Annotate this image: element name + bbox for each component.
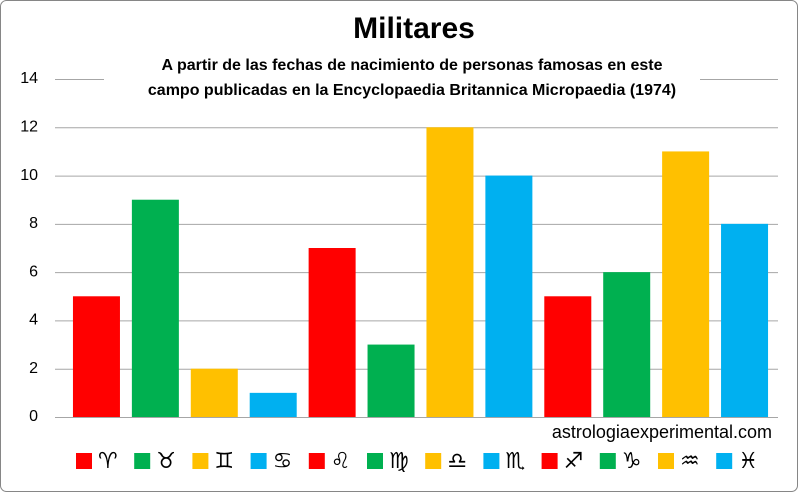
legend-label: ♊ <box>214 449 234 474</box>
legend-label: ♓ <box>738 449 758 474</box>
y-tick-label: 6 <box>29 263 38 280</box>
y-tick-label: 4 <box>29 312 38 329</box>
bar <box>662 151 710 417</box>
legend-swatch <box>541 453 558 469</box>
bar <box>721 223 769 417</box>
y-tick-label: 0 <box>29 408 38 425</box>
y-tick-label: 12 <box>20 119 38 136</box>
bar <box>485 175 533 417</box>
y-tick-label: 8 <box>29 215 38 232</box>
legend-swatch <box>716 453 733 469</box>
annotation: astrologiaexperimental.com <box>552 422 772 442</box>
legend-swatch <box>192 453 209 469</box>
bar <box>249 392 297 417</box>
legend-swatch <box>76 453 92 469</box>
legend-label: ♎ <box>447 449 467 474</box>
legend-swatch <box>425 453 442 469</box>
legend-label: ♑ <box>622 449 642 474</box>
bar <box>544 296 592 417</box>
chart-subtitle: campo publicadas en la Encyclopaedia Bri… <box>148 82 676 99</box>
legend-label: ♐ <box>564 449 584 474</box>
y-tick-label: 10 <box>20 167 38 184</box>
y-tick-label: 2 <box>29 360 38 377</box>
legend-swatch <box>250 453 267 469</box>
legend-swatch <box>308 453 325 469</box>
legend-label: ♍ <box>389 449 409 474</box>
bar <box>131 199 179 417</box>
legend-swatch <box>658 453 674 469</box>
bar <box>308 248 356 417</box>
legend-label: ♏ <box>505 449 525 474</box>
bar <box>367 344 415 417</box>
subtitle-background <box>104 53 700 105</box>
bar <box>190 368 238 417</box>
bar <box>72 296 120 417</box>
legend-swatch <box>599 453 616 469</box>
bar <box>426 127 474 418</box>
legend-label: ♌ <box>331 449 351 474</box>
bar <box>603 272 651 417</box>
y-tick-label: 14 <box>20 70 38 87</box>
legend-swatch <box>134 453 151 469</box>
legend-label: ♋ <box>273 449 293 474</box>
legend-swatch <box>483 453 500 469</box>
chart-subtitle: A partir de las fechas de nacimiento de … <box>162 57 663 74</box>
legend-swatch <box>367 453 383 469</box>
legend-label: ♒ <box>680 449 700 474</box>
legend-label: ♉ <box>156 449 176 474</box>
legend-label: ♈ <box>98 449 118 474</box>
chart-title: Militares <box>353 12 475 45</box>
